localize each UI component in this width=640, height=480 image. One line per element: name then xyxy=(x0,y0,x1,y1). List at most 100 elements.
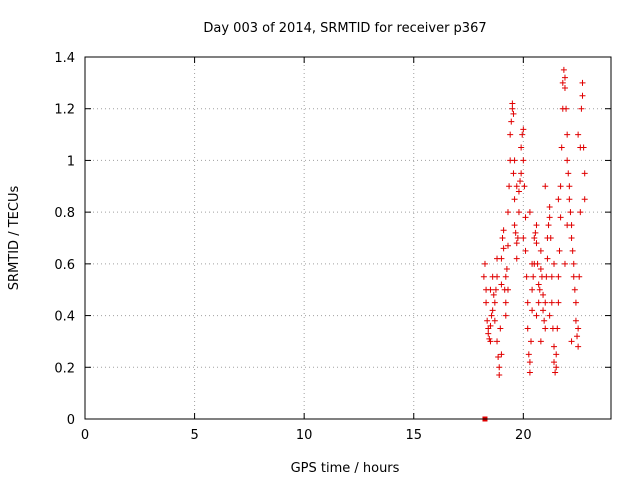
data-point xyxy=(486,335,493,342)
data-point xyxy=(507,131,514,138)
data-point xyxy=(537,338,544,345)
data-point xyxy=(555,273,562,280)
data-point xyxy=(541,317,548,324)
data-points xyxy=(480,66,588,422)
data-point xyxy=(566,183,573,190)
data-point xyxy=(511,196,518,203)
data-point xyxy=(520,235,527,241)
data-point xyxy=(497,325,504,332)
data-point xyxy=(564,131,571,138)
data-point xyxy=(513,255,520,262)
data-point xyxy=(520,126,527,133)
x-tick-label: 10 xyxy=(296,428,313,443)
data-point xyxy=(565,170,572,177)
data-point xyxy=(555,299,562,306)
y-tick-label: 0.6 xyxy=(54,258,75,273)
data-point xyxy=(547,235,554,241)
data-point xyxy=(540,291,547,298)
y-tick-label: 0.2 xyxy=(54,361,75,376)
data-point xyxy=(529,260,536,267)
data-point xyxy=(579,92,586,99)
data-point xyxy=(511,222,518,229)
data-point xyxy=(575,325,582,332)
data-point xyxy=(537,266,544,273)
data-point xyxy=(481,260,488,267)
data-point xyxy=(560,66,567,73)
data-point xyxy=(561,260,568,267)
data-point xyxy=(500,227,507,234)
data-point xyxy=(526,359,533,366)
data-point xyxy=(546,203,553,210)
data-point xyxy=(571,286,578,293)
data-point xyxy=(551,359,558,366)
data-point xyxy=(502,299,509,306)
data-point xyxy=(563,105,570,112)
y-tick-label: 0.4 xyxy=(54,310,75,325)
data-point xyxy=(495,353,502,360)
data-point xyxy=(526,209,533,216)
data-point xyxy=(515,188,522,195)
data-point xyxy=(491,299,498,306)
data-point xyxy=(485,330,492,337)
data-point xyxy=(525,351,532,358)
data-point xyxy=(568,338,575,345)
data-point xyxy=(551,260,558,267)
data-point xyxy=(512,229,519,236)
data-point xyxy=(554,325,561,332)
data-point xyxy=(519,131,526,138)
data-point xyxy=(511,157,518,164)
data-point xyxy=(494,255,501,262)
data-point xyxy=(581,170,588,177)
chart-title: Day 003 of 2014, SRMTID for receiver p36… xyxy=(203,21,486,36)
data-point xyxy=(513,240,520,247)
data-point xyxy=(492,286,499,293)
data-point xyxy=(537,247,544,254)
data-point xyxy=(574,333,581,340)
data-point xyxy=(503,266,510,273)
data-point xyxy=(489,307,496,314)
data-point xyxy=(576,273,583,280)
data-point xyxy=(487,338,494,345)
data-point xyxy=(578,105,585,112)
data-point xyxy=(484,317,491,324)
data-point xyxy=(552,369,559,376)
data-point xyxy=(555,196,562,203)
data-point xyxy=(524,299,531,306)
y-tick-label: 1 xyxy=(67,154,75,169)
data-point xyxy=(546,214,553,221)
data-point xyxy=(557,183,564,190)
data-point xyxy=(487,322,494,329)
data-point xyxy=(528,338,535,345)
data-point xyxy=(488,312,495,319)
data-point xyxy=(575,131,582,138)
data-point xyxy=(500,245,507,252)
data-point xyxy=(529,286,536,293)
y-tick-label: 1.2 xyxy=(54,103,75,118)
data-point xyxy=(542,325,549,332)
data-point xyxy=(556,247,563,254)
data-point xyxy=(570,273,577,280)
data-point xyxy=(504,286,511,293)
data-point xyxy=(533,240,540,247)
data-point xyxy=(510,110,517,117)
data-point xyxy=(564,222,571,229)
data-point xyxy=(535,281,542,288)
x-tick-label: 15 xyxy=(405,428,422,443)
data-point xyxy=(532,229,539,236)
data-point xyxy=(577,209,584,216)
data-point xyxy=(569,247,576,254)
data-point xyxy=(521,183,528,190)
data-point xyxy=(553,364,560,371)
data-point xyxy=(564,157,571,164)
data-point xyxy=(561,74,568,81)
data-point xyxy=(570,260,577,267)
x-tick-label: 0 xyxy=(81,428,89,443)
data-point xyxy=(506,183,513,190)
data-point xyxy=(581,196,588,203)
data-point xyxy=(545,222,552,229)
data-point xyxy=(508,118,515,125)
y-tick-label: 0.8 xyxy=(54,206,75,221)
data-point xyxy=(551,343,558,350)
data-point xyxy=(513,183,520,190)
data-point xyxy=(572,299,579,306)
